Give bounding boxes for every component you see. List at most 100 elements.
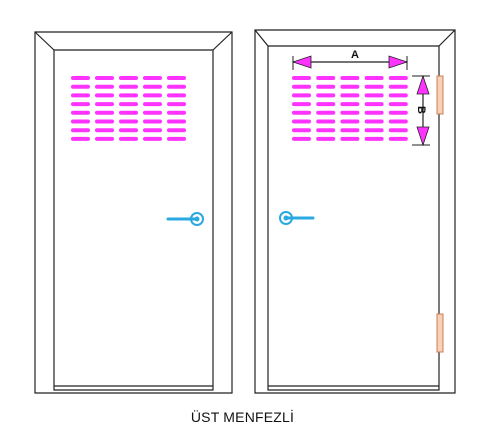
- right-vent-slat: [292, 110, 311, 115]
- dimension-a-label: A: [351, 49, 359, 61]
- right-vent-slat: [364, 102, 384, 107]
- left-door: [34, 31, 233, 394]
- right-vent-slat: [292, 119, 311, 124]
- dimension-a: A: [291, 49, 409, 70]
- right-vent-slat: [340, 136, 360, 141]
- right-vent-slat: [388, 84, 408, 89]
- right-vent-slat: [340, 84, 360, 89]
- left-vent-slat: [143, 93, 162, 98]
- right-vent-slat: [340, 93, 360, 98]
- right-vent-grille: [292, 76, 408, 141]
- right-vent-slat: [364, 128, 384, 133]
- right-vent-slat: [292, 84, 311, 89]
- right-vent-slat: [388, 136, 408, 141]
- right-vent-slat: [388, 76, 408, 80]
- dimension-b-label: B: [415, 106, 427, 114]
- right-vent-slat: [316, 128, 336, 133]
- left-vent-slat: [167, 119, 186, 124]
- left-vent-slat: [167, 76, 186, 80]
- left-vent-slat: [119, 93, 138, 98]
- right-vent-slat: [364, 84, 384, 89]
- left-vent-slat: [71, 93, 90, 98]
- right-vent-slat: [292, 136, 311, 141]
- left-vent-slat: [95, 93, 114, 98]
- right-vent-slat: [388, 128, 408, 133]
- right-vent-slat: [316, 110, 336, 115]
- left-vent-slat: [167, 128, 186, 133]
- left-vent-slat: [95, 119, 114, 124]
- right-frame-corner-tr: [438, 29, 456, 47]
- left-vent-slat: [71, 84, 90, 89]
- right-vent-slat: [388, 102, 408, 107]
- left-vent-slat: [119, 102, 138, 107]
- right-door-leaf: [267, 45, 440, 391]
- right-frame-corner-tl: [254, 29, 269, 47]
- right-vent-slat: [364, 110, 384, 115]
- left-vent-slat: [143, 110, 162, 115]
- right-vent-slat: [388, 119, 408, 124]
- right-door-handle: [279, 211, 315, 225]
- dimension-b-bottom-arrow: [416, 126, 430, 147]
- left-vent-slat: [95, 102, 114, 107]
- right-vent-slat: [292, 93, 311, 98]
- lower-hinge: [436, 313, 444, 353]
- right-vent-slat: [388, 93, 408, 98]
- diagram-caption: ÜST MENFEZLİ: [190, 409, 295, 425]
- left-vent-slat: [95, 110, 114, 115]
- left-door-frame: [34, 31, 233, 394]
- left-vent-slat: [71, 76, 90, 80]
- left-vent-slat: [167, 84, 186, 89]
- right-vent-slat: [292, 76, 311, 80]
- upper-hinge: [436, 75, 444, 115]
- right-door-frame: [254, 29, 456, 394]
- left-vent-slat: [143, 119, 162, 124]
- left-vent-slat: [71, 136, 90, 141]
- left-vent-slat: [71, 102, 90, 107]
- left-vent-slat: [167, 136, 186, 141]
- right-vent-slat: [316, 136, 336, 141]
- right-vent-slat: [316, 119, 336, 124]
- right-vent-slat: [316, 93, 336, 98]
- left-vent-slat: [71, 128, 90, 133]
- left-vent-slat: [167, 110, 186, 115]
- right-vent-slat: [388, 110, 408, 115]
- left-vent-slat: [119, 119, 138, 124]
- left-vent-slat: [119, 84, 138, 89]
- right-vent-slat: [364, 119, 384, 124]
- right-vent-slat: [292, 128, 311, 133]
- right-vent-slat: [340, 110, 360, 115]
- dimension-b: B: [412, 74, 430, 147]
- left-vent-slat: [95, 128, 114, 133]
- left-vent-slat: [143, 102, 162, 107]
- left-vent-slat: [143, 84, 162, 89]
- right-vent-slat: [340, 102, 360, 107]
- right-vent-slat: [364, 76, 384, 80]
- left-vent-slat: [95, 84, 114, 89]
- right-vent-slat: [364, 93, 384, 98]
- left-vent-slat: [95, 136, 114, 141]
- left-vent-slat: [119, 76, 138, 80]
- left-vent-grille: [71, 76, 186, 141]
- left-vent-slat: [119, 128, 138, 133]
- left-vent-slat: [71, 119, 90, 124]
- left-vent-slat: [95, 76, 114, 80]
- left-vent-slat: [71, 110, 90, 115]
- right-vent-slat: [316, 76, 336, 80]
- right-vent-slat: [340, 76, 360, 80]
- dimension-b-top-arrow: [416, 74, 430, 95]
- right-vent-slat: [340, 119, 360, 124]
- left-vent-slat: [167, 102, 186, 107]
- right-vent-slat: [340, 128, 360, 133]
- left-vent-slat: [167, 93, 186, 98]
- right-vent-slat: [316, 102, 336, 107]
- left-door-handle: [166, 212, 204, 226]
- left-vent-slat: [143, 128, 162, 133]
- left-frame-corner-tr: [212, 31, 233, 51]
- left-frame-corner-tl: [34, 31, 55, 51]
- right-vent-slat: [292, 102, 311, 107]
- left-door-leaf: [53, 49, 214, 391]
- right-vent-slat: [364, 136, 384, 141]
- left-vent-slat: [119, 110, 138, 115]
- dimension-a-right-arrow: [388, 55, 409, 69]
